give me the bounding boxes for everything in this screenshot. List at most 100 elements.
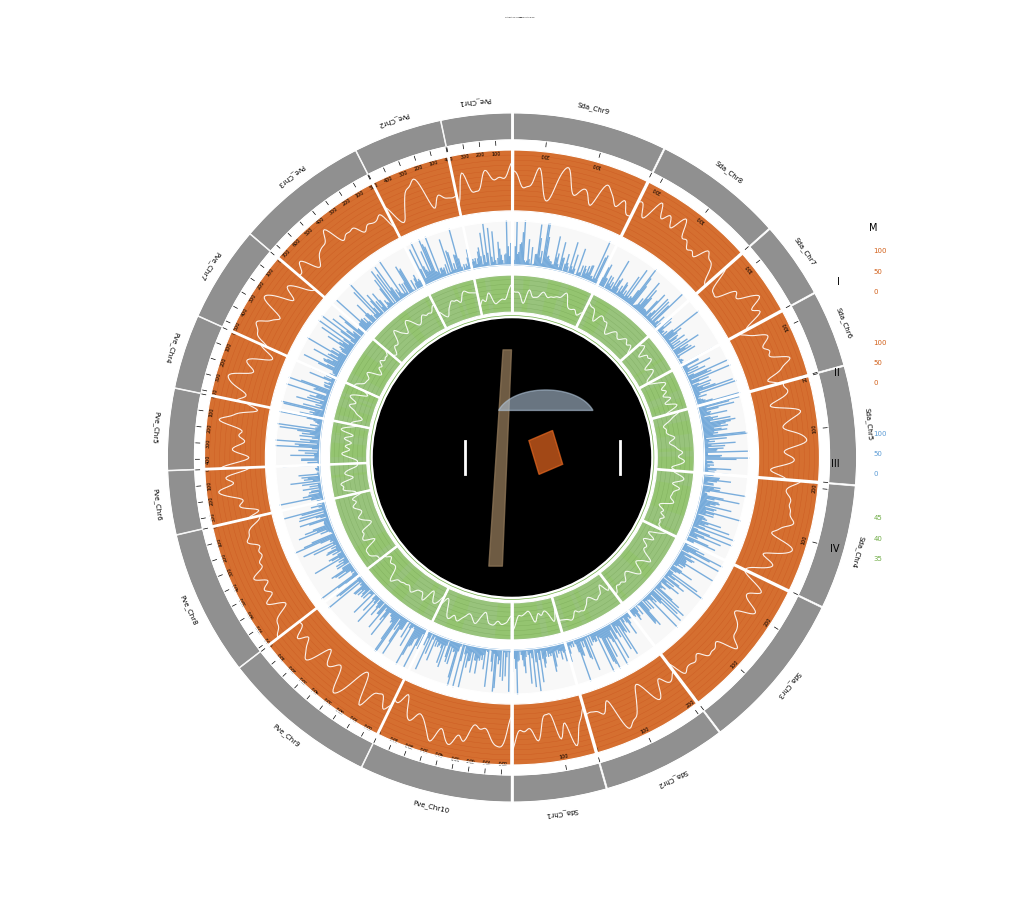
Text: 200: 200 [651, 186, 662, 194]
Text: 200: 200 [685, 699, 696, 708]
Text: 0: 0 [510, 151, 514, 156]
Polygon shape [655, 420, 691, 438]
Polygon shape [213, 513, 316, 645]
Text: 100: 100 [812, 424, 817, 434]
Text: 100: 100 [873, 248, 887, 254]
Text: 700: 700 [348, 713, 359, 722]
Text: 500: 500 [303, 226, 313, 236]
Polygon shape [603, 571, 627, 599]
Polygon shape [355, 531, 392, 562]
Text: 200: 200 [802, 371, 809, 382]
Polygon shape [205, 468, 271, 526]
Polygon shape [334, 382, 380, 428]
Polygon shape [398, 311, 426, 343]
Polygon shape [558, 593, 583, 630]
Text: 500: 500 [369, 182, 380, 190]
Circle shape [56, 2, 968, 913]
Polygon shape [729, 311, 808, 392]
Text: 300: 300 [398, 169, 409, 178]
Text: 500: 500 [323, 694, 333, 704]
Text: 0: 0 [812, 479, 818, 483]
Text: Sda_Chr7: Sda_Chr7 [793, 236, 817, 267]
Text: Pve_Chr7: Pve_Chr7 [198, 250, 221, 281]
Polygon shape [374, 295, 445, 363]
Text: 0: 0 [377, 728, 382, 734]
Text: Sda_Chr4: Sda_Chr4 [850, 534, 865, 568]
Polygon shape [645, 518, 677, 533]
Polygon shape [513, 275, 593, 327]
Polygon shape [240, 651, 373, 768]
Text: Sda_Chr6: Sda_Chr6 [835, 307, 853, 340]
Polygon shape [445, 594, 471, 631]
Polygon shape [333, 247, 424, 332]
Polygon shape [581, 654, 697, 753]
Text: 400: 400 [444, 156, 455, 164]
Polygon shape [750, 376, 819, 482]
Polygon shape [429, 279, 481, 328]
Text: 500: 500 [240, 595, 248, 606]
Polygon shape [513, 150, 647, 236]
Polygon shape [622, 182, 741, 294]
Polygon shape [652, 409, 694, 472]
Text: 0: 0 [510, 759, 514, 764]
Polygon shape [449, 150, 512, 216]
Text: 100: 100 [216, 536, 223, 547]
Polygon shape [409, 630, 512, 694]
Text: Sda_Chr5: Sda_Chr5 [863, 407, 873, 440]
Polygon shape [697, 395, 749, 476]
Text: 200: 200 [219, 357, 227, 368]
Polygon shape [330, 463, 371, 499]
Text: Sda_Chr1: Sda_Chr1 [545, 807, 579, 818]
Polygon shape [629, 542, 725, 646]
Polygon shape [352, 369, 384, 389]
Text: 0: 0 [206, 468, 211, 471]
Text: 300: 300 [226, 566, 234, 576]
Text: 200: 200 [475, 152, 485, 158]
Polygon shape [600, 521, 676, 603]
Polygon shape [331, 443, 366, 458]
Text: 0: 0 [776, 309, 781, 314]
Polygon shape [372, 342, 399, 364]
Text: 700: 700 [255, 622, 264, 633]
Polygon shape [281, 361, 336, 418]
Polygon shape [334, 382, 380, 428]
Wedge shape [375, 320, 512, 595]
Polygon shape [268, 608, 403, 734]
Text: 0: 0 [643, 181, 648, 188]
Text: Pve_Chr9: Pve_Chr9 [271, 722, 301, 748]
Polygon shape [512, 597, 562, 640]
Polygon shape [250, 151, 368, 251]
Polygon shape [279, 184, 399, 297]
Polygon shape [506, 276, 510, 310]
Text: 0: 0 [783, 587, 790, 592]
Polygon shape [341, 395, 374, 409]
Text: Sda_Chr3: Sda_Chr3 [776, 670, 802, 699]
Polygon shape [582, 298, 611, 335]
Polygon shape [176, 530, 260, 668]
Polygon shape [512, 597, 562, 640]
Text: 0: 0 [873, 380, 878, 386]
Polygon shape [168, 470, 203, 534]
Polygon shape [512, 642, 577, 694]
Polygon shape [799, 484, 855, 607]
Polygon shape [600, 711, 719, 789]
Polygon shape [792, 294, 844, 372]
Polygon shape [174, 317, 222, 393]
Polygon shape [696, 253, 781, 339]
Polygon shape [441, 113, 512, 146]
Polygon shape [333, 434, 367, 438]
Text: Siphonodentalium dalli: Siphonodentalium dalli [519, 17, 535, 18]
Text: 200: 200 [208, 496, 214, 506]
Text: 100: 100 [276, 651, 287, 661]
Polygon shape [231, 258, 325, 356]
Polygon shape [346, 339, 401, 398]
Polygon shape [373, 156, 461, 238]
Polygon shape [621, 337, 672, 388]
Text: 200: 200 [763, 618, 772, 628]
Text: 400: 400 [232, 581, 241, 591]
Text: Pve_Chr5: Pve_Chr5 [151, 412, 160, 445]
Text: 300: 300 [215, 372, 222, 382]
Polygon shape [696, 253, 781, 339]
Text: 100: 100 [873, 339, 887, 346]
Polygon shape [621, 337, 672, 388]
